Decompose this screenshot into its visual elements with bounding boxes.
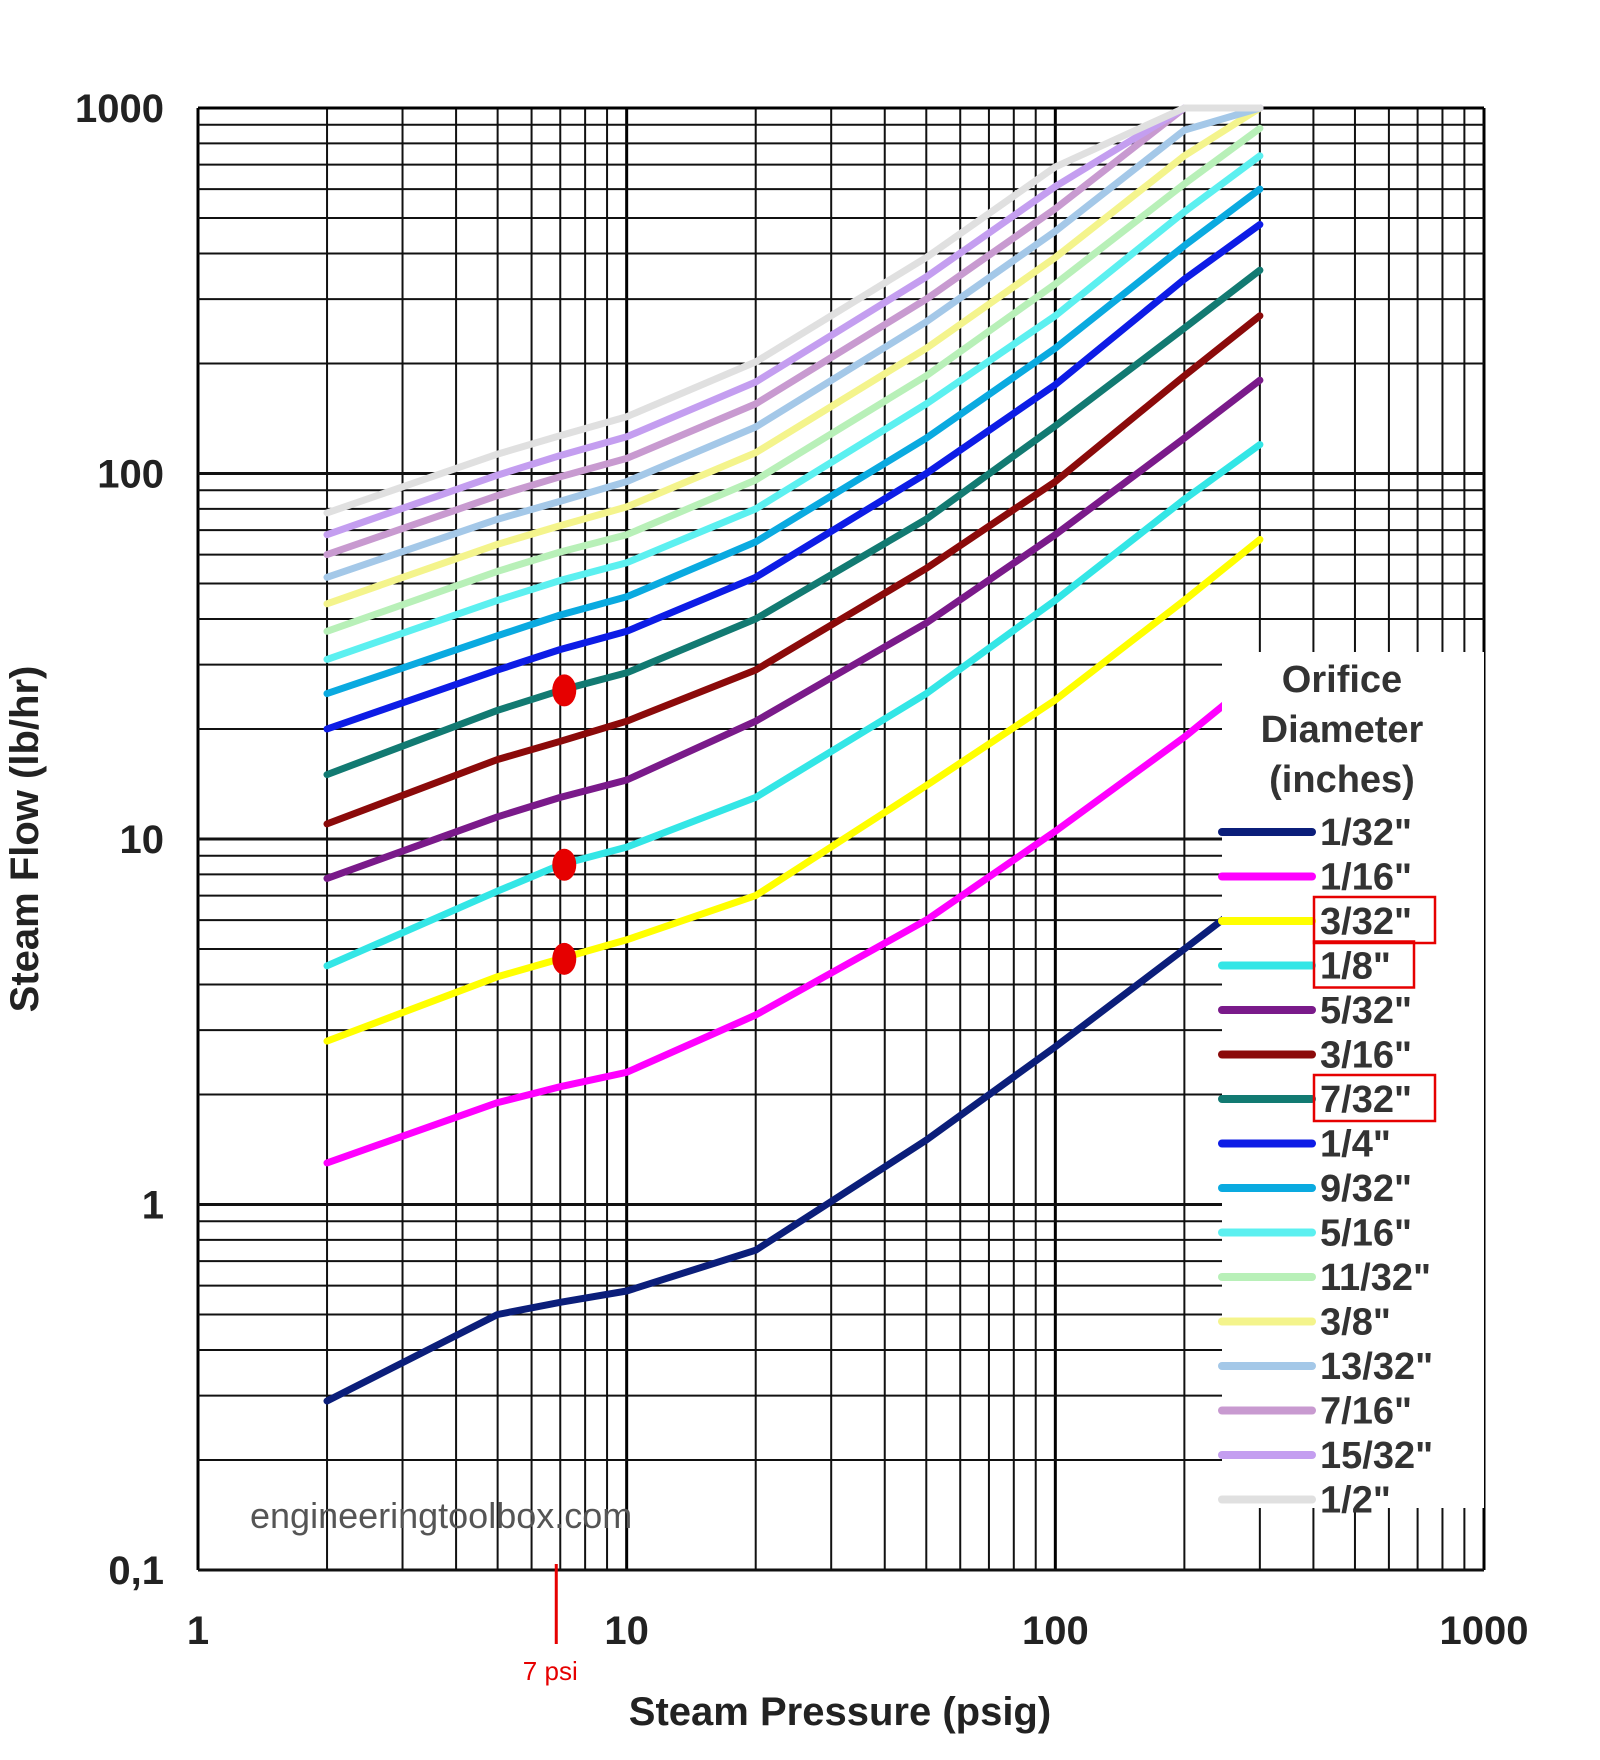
- legend-label: 11/32": [1320, 1257, 1431, 1299]
- watermark: engineeringtoolbox.com: [250, 1495, 632, 1536]
- legend-label: 5/32": [1320, 990, 1412, 1032]
- point-marker: [552, 848, 577, 881]
- y-tick-label: 1: [142, 1184, 164, 1228]
- legend-label: 13/32": [1320, 1346, 1433, 1388]
- legend-label: 1/8": [1320, 946, 1391, 988]
- y-tick-label: 100: [97, 453, 164, 497]
- series-line: [323, 104, 1264, 539]
- series-line: [323, 104, 1264, 581]
- legend-label: 1/16": [1320, 857, 1412, 899]
- series-line: [323, 185, 1264, 698]
- legend-title-line: (inches): [1269, 759, 1415, 801]
- legend-label: 9/32": [1320, 1168, 1412, 1210]
- series-line: [323, 887, 1264, 1405]
- point-marker: [552, 674, 577, 707]
- legend-title-line: Diameter: [1261, 709, 1424, 751]
- series-lines: [323, 104, 1264, 1405]
- y-tick-label: 10: [120, 818, 165, 862]
- legend-title-line: Orifice: [1282, 659, 1402, 701]
- legend-label: 7/32": [1320, 1079, 1412, 1121]
- series-line: [323, 441, 1264, 970]
- point-marker: [552, 942, 577, 975]
- axes: 1 10 100 1000 0,1 1 10 100 1000: [75, 87, 1528, 1653]
- legend-label: 1/32": [1320, 812, 1412, 854]
- legend: OrificeDiameter(inches)1/32"1/16"3/32"1/…: [1218, 659, 1437, 1522]
- y-tick-label: 0,1: [108, 1549, 164, 1593]
- legend-highlight-box: [1312, 895, 1437, 945]
- legend-highlight-box: [1312, 1073, 1437, 1123]
- y-tick-label: 1000: [75, 87, 164, 131]
- x-axis-title: Steam Pressure (psig): [629, 1690, 1051, 1734]
- reference-label: 7 psi: [523, 1656, 578, 1686]
- legend-label: 5/16": [1320, 1213, 1412, 1255]
- legend-label: 1/2": [1320, 1480, 1391, 1522]
- legend-label: 15/32": [1320, 1435, 1433, 1477]
- series-line: [323, 104, 1264, 608]
- y-axis-title: Steam Flow (lb/hr): [3, 666, 47, 1013]
- legend-label: 3/16": [1320, 1035, 1412, 1077]
- series-line: [323, 312, 1264, 828]
- series-line: [323, 104, 1264, 517]
- series-line: [323, 536, 1264, 1045]
- x-tick-label: 100: [1022, 1609, 1089, 1653]
- x-tick-label: 1000: [1440, 1609, 1529, 1653]
- series-line: [323, 152, 1264, 663]
- x-tick-label: 1: [187, 1609, 209, 1653]
- series-line: [323, 104, 1264, 559]
- legend-label: 3/32": [1320, 901, 1412, 943]
- legend-label: 1/4": [1320, 1124, 1391, 1166]
- legend-highlight-box: [1312, 940, 1416, 989]
- legend-label: 3/8": [1320, 1302, 1391, 1344]
- point-markers: [552, 674, 577, 975]
- series-line: [323, 376, 1264, 882]
- x-tick-label: 10: [604, 1609, 649, 1653]
- series-line: [323, 221, 1264, 733]
- legend-label: 7/16": [1320, 1391, 1412, 1433]
- reference-annotation: 7 psi: [523, 1564, 578, 1686]
- series-line: [323, 124, 1264, 635]
- series-line: [323, 672, 1264, 1167]
- series-line: [323, 266, 1264, 779]
